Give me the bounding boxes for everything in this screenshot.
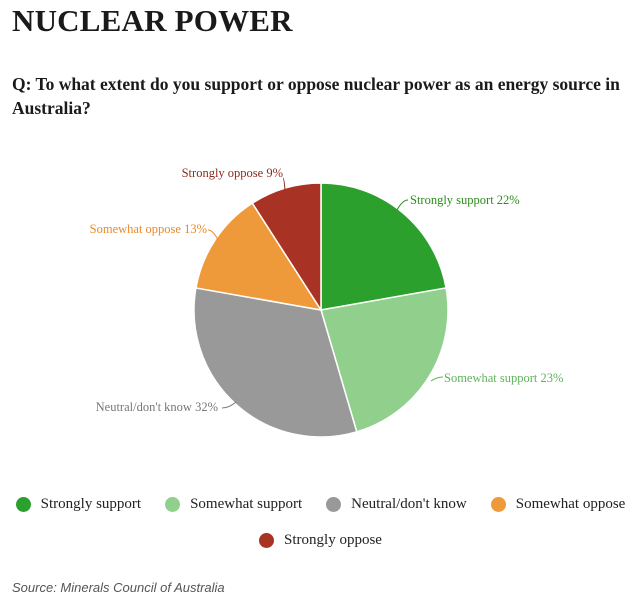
slice-label-connector xyxy=(207,229,219,241)
legend-swatch xyxy=(490,496,506,512)
pie-slice-strongly-support xyxy=(320,182,447,311)
legend-label: Neutral/don't know xyxy=(351,495,467,512)
slice-label-connector xyxy=(221,401,237,409)
slice-label-connector xyxy=(396,199,409,211)
slice-data-label: Neutral/don't know 32% xyxy=(96,400,218,414)
legend-item[interactable]: Strongly oppose xyxy=(259,532,382,549)
source-note: Source: Minerals Council of Australia xyxy=(12,580,225,595)
legend-item[interactable]: Somewhat oppose xyxy=(490,495,626,513)
slice-data-label: Strongly oppose 9% xyxy=(182,166,283,180)
legend-label: Somewhat support xyxy=(190,495,303,512)
slice-label-connector xyxy=(282,177,286,191)
legend-label: Strongly oppose xyxy=(284,531,382,548)
legend-row: Strongly support Somewhat support Neutral/… xyxy=(0,493,641,515)
pie-slice-somewhat-oppose xyxy=(195,202,323,312)
slice-data-label: Strongly support 22% xyxy=(410,193,520,207)
legend-swatch xyxy=(165,496,181,512)
legend-label: Strongly support xyxy=(40,495,142,512)
legend-swatch xyxy=(259,532,275,548)
survey-question: Q: To what extent do you support or oppo… xyxy=(12,74,620,118)
chart-legend: Strongly support Somewhat support Neutral/… xyxy=(0,493,641,565)
legend-item[interactable]: Neutral/don't know xyxy=(326,496,467,513)
legend-item[interactable]: Somewhat support xyxy=(165,496,302,513)
legend-row: Strongly oppose xyxy=(0,529,641,551)
pie-slice-neutral-don-t-know xyxy=(193,287,358,438)
legend-label: Somewhat oppose xyxy=(515,495,626,512)
legend-swatch xyxy=(15,496,31,512)
slice-data-label: Somewhat support 23% xyxy=(444,371,563,385)
page-title: NUCLEAR POWER xyxy=(12,3,293,38)
pie-chart: Strongly support 22% Somewhat support 23%… xyxy=(90,166,563,438)
slice-data-label: Somewhat oppose 13% xyxy=(90,222,207,236)
legend-item[interactable]: Strongly support xyxy=(15,495,142,513)
slice-label-connector xyxy=(430,376,444,382)
legend-swatch xyxy=(326,496,342,512)
pie-slice-somewhat-support xyxy=(320,287,449,433)
